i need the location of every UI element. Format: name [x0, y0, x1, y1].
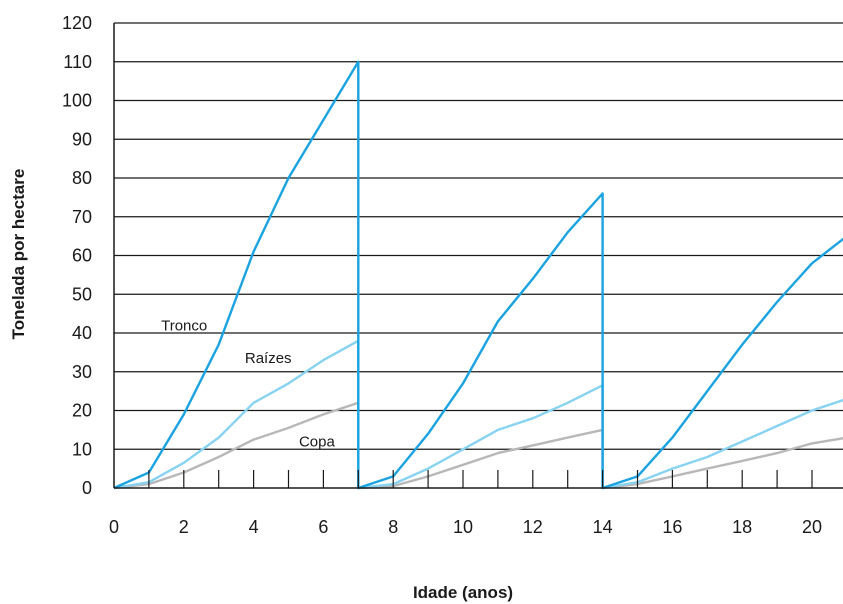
x-tick-label: 4 [249, 517, 259, 537]
y-tick-label: 20 [72, 401, 92, 421]
y-tick-label: 0 [82, 478, 92, 498]
y-axis-tick-labels: 0 10 20 30 40 50 60 70 80 90 100 110 120 [62, 13, 92, 498]
y-tick-label: 10 [72, 439, 92, 459]
series-lines [113, 60, 843, 490]
y-tick-label: 120 [62, 13, 92, 33]
x-tick-label: 18 [732, 517, 752, 537]
x-tick-label: 2 [179, 517, 189, 537]
y-tick-label: 80 [72, 168, 92, 188]
y-tick-label: 30 [72, 362, 92, 382]
series-label: Copa [299, 434, 336, 451]
x-tick-label: 20 [802, 517, 822, 537]
y-tick-label: 50 [72, 284, 92, 304]
x-tick-label: 12 [523, 517, 543, 537]
series-label: Raízes [245, 350, 292, 367]
series-label: Tronco [161, 317, 207, 334]
y-tick-label: 60 [72, 246, 92, 266]
y-tick-label: 70 [72, 207, 92, 227]
x-tick-label: 0 [109, 517, 119, 537]
series-line-tronco [113, 60, 843, 490]
x-tick-label: 8 [388, 517, 398, 537]
y-tick-label: 90 [72, 129, 92, 149]
x-axis-tick-labels: 0 2 4 6 8 10 12 14 16 18 20 [109, 517, 822, 537]
y-axis-title: Tonelada por hectare [9, 169, 28, 340]
x-axis-title: Idade (anos) [413, 583, 513, 602]
y-tick-label: 110 [63, 52, 92, 72]
axes [113, 23, 843, 489]
x-tick-label: 16 [662, 517, 682, 537]
series-line-razes [113, 339, 843, 490]
gridlines [114, 22, 843, 450]
y-tick-label: 40 [72, 323, 92, 343]
y-tick-label: 100 [62, 91, 92, 111]
series-line-copa [113, 401, 843, 490]
x-tick-label: 10 [453, 517, 473, 537]
series-labels: Tronco Raízes Copa [161, 317, 335, 450]
x-tick-label: 14 [593, 517, 613, 537]
x-tick-label: 6 [318, 517, 328, 537]
